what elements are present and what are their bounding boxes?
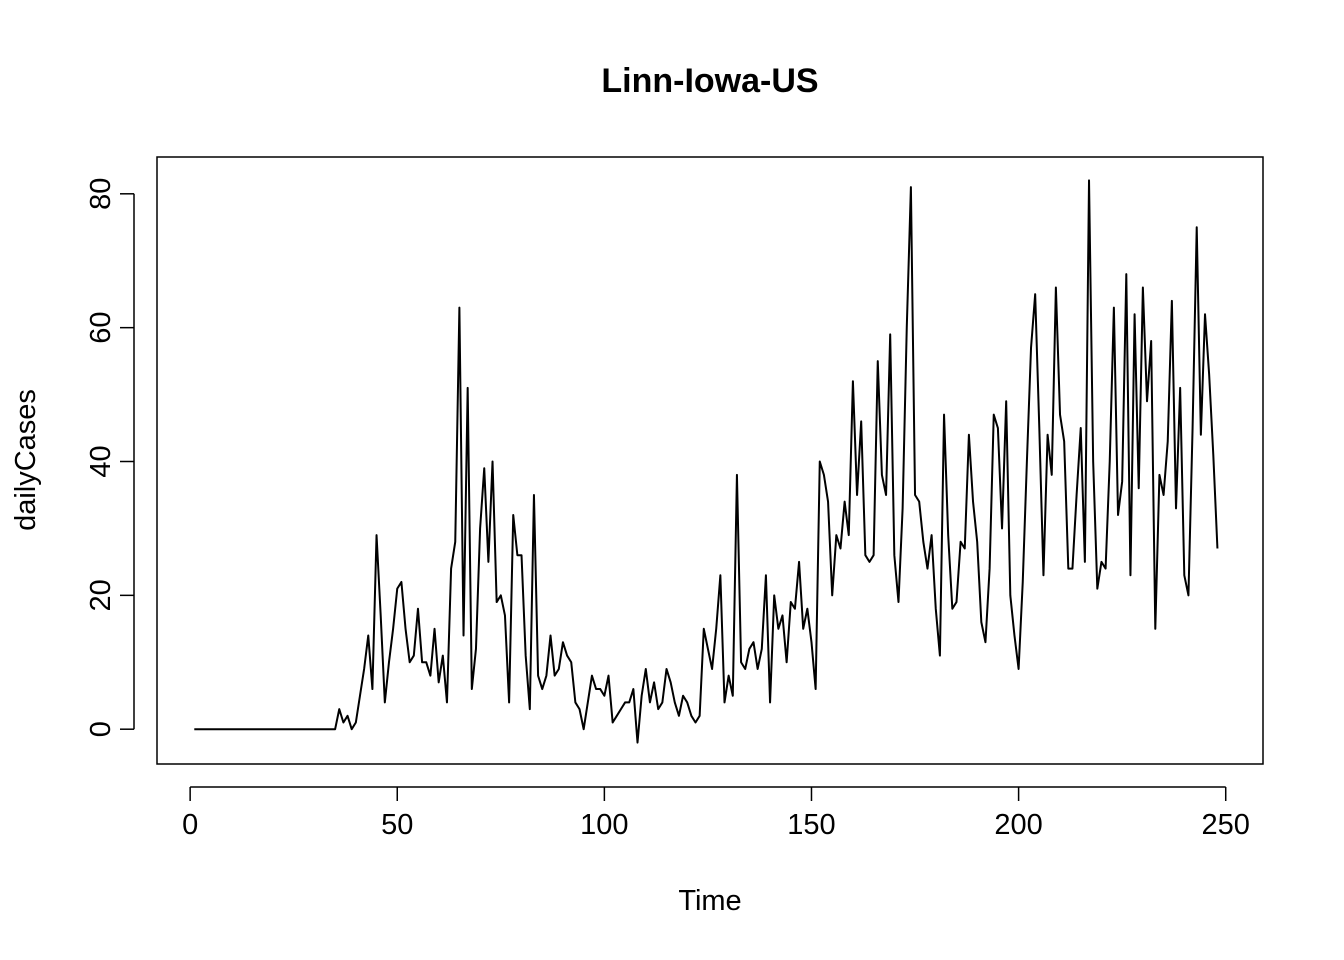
x-tick-label: 100: [580, 809, 628, 841]
y-tick-label: 20: [85, 579, 117, 611]
x-tick-label: 200: [994, 809, 1042, 841]
x-tick-label: 250: [1202, 809, 1250, 841]
series-line: [194, 179, 1219, 744]
chart-title: Linn-Iowa-US: [601, 62, 818, 100]
y-tick-label: 40: [85, 445, 117, 477]
y-axis-label: dailyCases: [10, 389, 42, 531]
y-tick-label: 0: [85, 721, 117, 737]
x-axis-label: Time: [678, 885, 741, 917]
y-tick-label: 60: [85, 312, 117, 344]
plot-frame: [156, 156, 1264, 765]
y-axis: 0 20 40 60 80: [85, 178, 135, 737]
x-tick-label: 150: [787, 809, 835, 841]
y-tick-label: 80: [85, 178, 117, 210]
x-tick-label: 0: [182, 809, 198, 841]
x-tick-label: 50: [381, 809, 413, 841]
x-axis: 0 50 100 150 200 250: [182, 786, 1250, 841]
